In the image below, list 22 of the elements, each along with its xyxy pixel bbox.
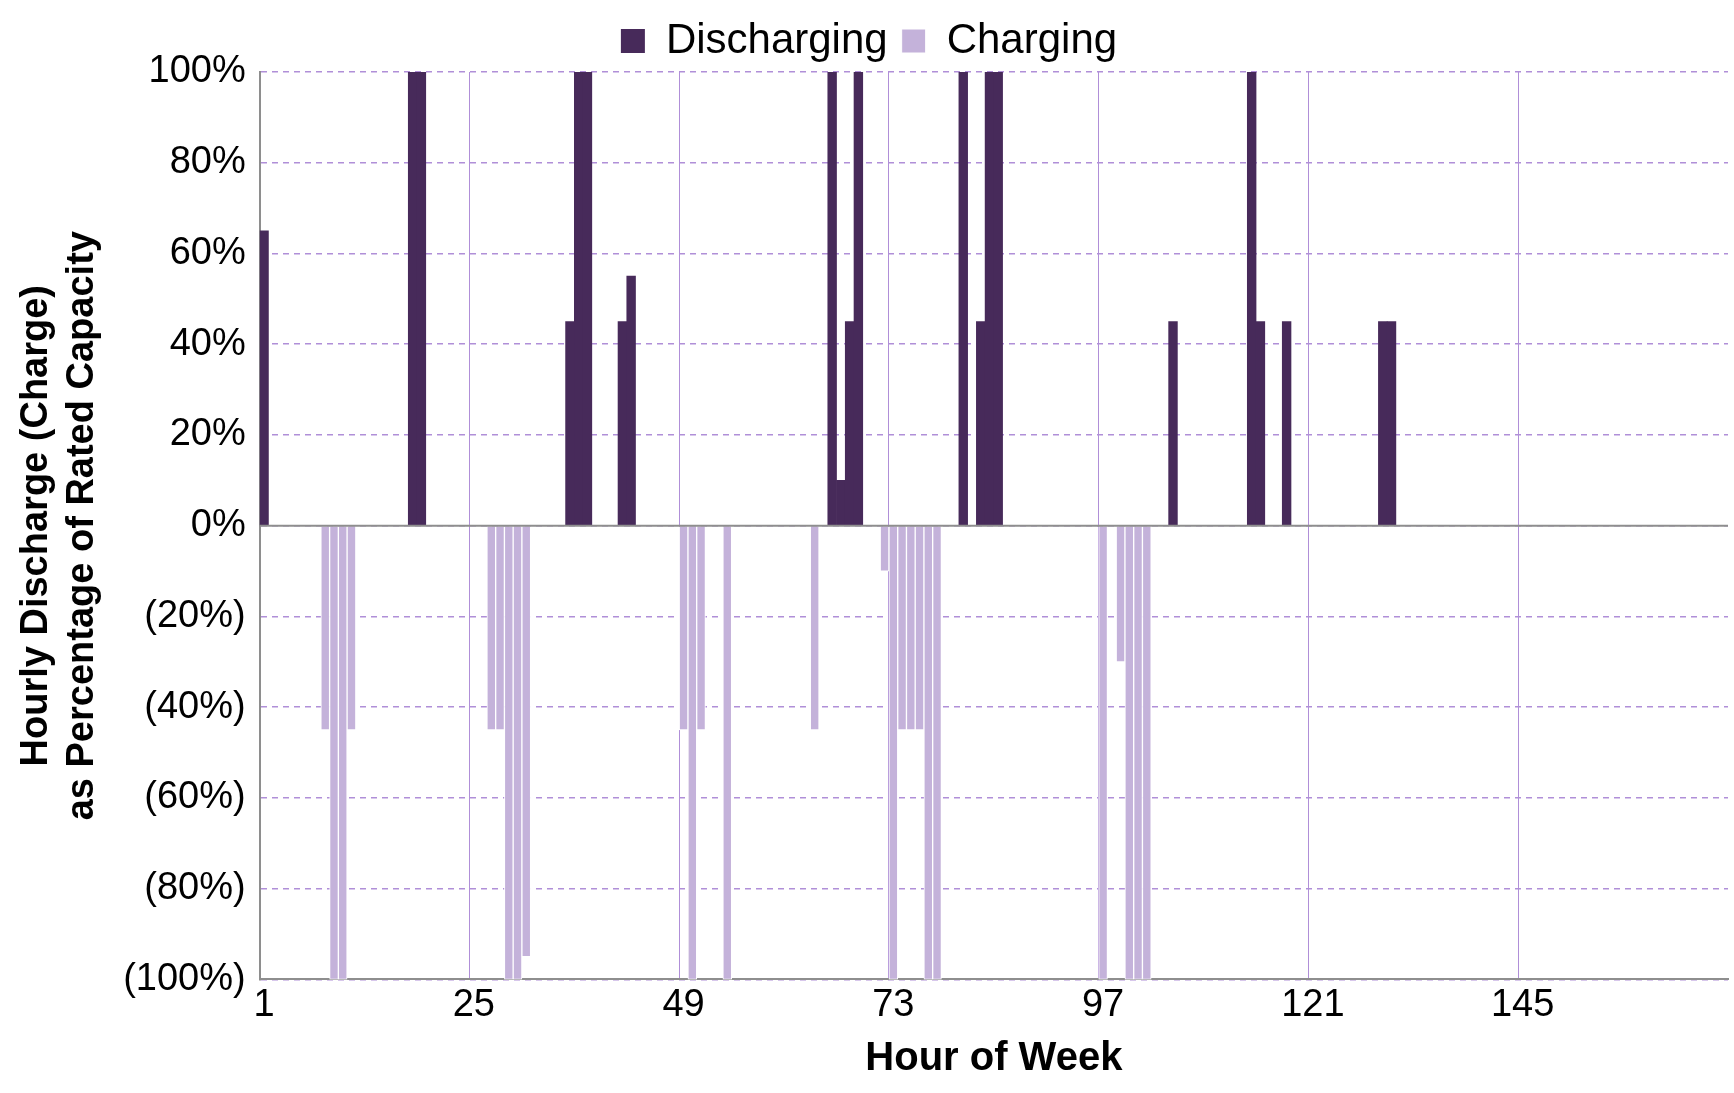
y-tick-label: (20%)	[144, 592, 246, 635]
x-tick-label: 1	[253, 981, 275, 1024]
y-axis-title: Hourly Discharge (Charge) as Percentage of Rated Capacity	[13, 231, 101, 821]
y-tick-label: 80%	[169, 139, 246, 182]
y-tick-label: (100%)	[123, 955, 246, 998]
x-tick-label: 121	[1281, 981, 1345, 1024]
x-tick-label: 145	[1490, 981, 1555, 1024]
x-tick-label: 25	[452, 981, 495, 1024]
y-tick-label: 0%	[190, 502, 246, 545]
y-tick-label: 20%	[169, 411, 246, 454]
x-tick-label: 97	[1081, 981, 1125, 1024]
x-tick-label: 49	[662, 981, 705, 1024]
y-tick-label: (80%)	[144, 865, 246, 908]
legend-label: Discharging	[665, 14, 888, 62]
y-tick-label: 60%	[169, 229, 246, 272]
y-tick-label: 100%	[148, 48, 246, 91]
legend-label: Charging	[946, 14, 1118, 62]
y-tick-label: (60%)	[144, 774, 246, 817]
y-tick-label: (40%)	[144, 683, 246, 726]
x-tick-label: 73	[872, 981, 915, 1024]
y-tick-label: 40%	[169, 320, 246, 363]
x-axis-title: Hour of Week	[865, 1034, 1124, 1079]
